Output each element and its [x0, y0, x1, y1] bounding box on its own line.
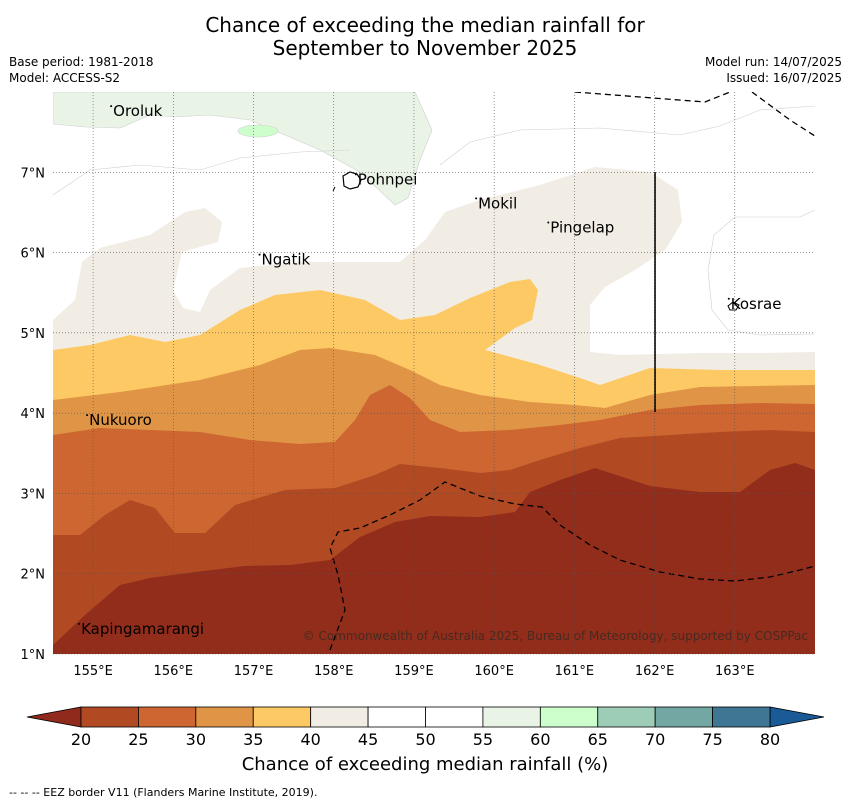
colorbar-tick-label: 55: [473, 730, 493, 749]
colorbar-tick-label: 25: [128, 730, 148, 749]
colorbar-tick-label: 20: [71, 730, 91, 749]
place-marker: [547, 221, 550, 224]
lon-tick-label: 157°E: [234, 664, 274, 679]
colorbar-extend-low: [26, 706, 82, 728]
colorbar-tick-label: 45: [358, 730, 378, 749]
axis-labels: 1°N 2°N 3°N 4°N 5°N 6°N 7°N 155°E 156°E 157°E 158°…: [21, 166, 755, 679]
fill-60-65: [237, 124, 279, 138]
colorbar-tick-label: 75: [702, 730, 722, 749]
colorbar-segment: [654, 706, 713, 728]
colorbar-tick-label: 35: [243, 730, 263, 749]
copyright-text: © Commonwealth of Australia 2025, Bureau…: [303, 629, 808, 643]
lat-tick-label: 1°N: [21, 648, 46, 663]
colorbar-segment: [310, 706, 369, 728]
colorbar-segment: [539, 706, 599, 728]
model-text: Model: ACCESS-S2: [9, 71, 121, 85]
base-period-text: Base period: 1981-2018: [9, 55, 154, 69]
place-marker: [475, 197, 478, 200]
lon-tick-label: 156°E: [154, 664, 194, 679]
colorbar-segment: [367, 706, 426, 728]
fill-55-60: [53, 92, 433, 206]
colorbar-tick-label: 60: [530, 730, 550, 749]
colorbar-segment: [712, 706, 771, 728]
meta-right: Model run: 14/07/2025 Issued: 16/07/2025: [705, 54, 842, 86]
title-line-2: September to November 2025: [272, 36, 578, 60]
place-label: Mokil: [478, 194, 517, 212]
lat-tick-label: 5°N: [21, 327, 46, 342]
colorbar-tick-label: 30: [186, 730, 206, 749]
lat-tick-label: 3°N: [21, 487, 46, 502]
lat-tick-label: 7°N: [21, 166, 46, 181]
model-run-text: Model run: 14/07/2025: [704, 55, 842, 69]
place-marker: [727, 297, 730, 300]
lat-tick-label: 2°N: [21, 568, 46, 583]
place-label: Nukuoro: [89, 411, 152, 429]
gridlines: [53, 92, 815, 655]
place-label: Pohnpei: [358, 170, 418, 188]
pohnpei-outline: [342, 171, 362, 190]
colorbar-segment: [482, 706, 541, 728]
lon-tick-label: 160°E: [474, 664, 514, 679]
place-label: Pingelap: [550, 219, 614, 237]
colorbar-tick-label: 50: [415, 730, 435, 749]
colorbar-segment: [252, 706, 312, 728]
title-line-1: Chance of exceeding the median rainfall …: [205, 13, 645, 37]
kosrae-outline: [727, 301, 740, 311]
lon-tick-label: 158°E: [314, 664, 354, 679]
place-marker: [258, 253, 261, 256]
meta-left: Base period: 1981-2018 Model: ACCESS-S2: [9, 54, 154, 86]
issued-text: Issued: 16/07/2025: [726, 71, 842, 85]
lat-tick-label: 6°N: [21, 247, 46, 262]
place-marker: [110, 105, 113, 108]
place-label: Kosrae: [731, 295, 782, 313]
place-marker: [78, 622, 81, 625]
place-marker: [86, 414, 89, 417]
colorbar-tick-label: 70: [645, 730, 665, 749]
lon-tick-label: 162°E: [635, 664, 675, 679]
lon-tick-label: 163°E: [715, 664, 755, 679]
lat-tick-label: 4°N: [21, 407, 46, 422]
lon-tick-label: 159°E: [394, 664, 434, 679]
colorbar-segment: [425, 706, 484, 728]
place-label: Kapingamarangi: [81, 620, 204, 638]
colorbar-extend-high: [769, 706, 825, 728]
lon-tick-label: 161°E: [555, 664, 595, 679]
eez-footnote: -- -- -- EEZ border V11 (Flanders Marine…: [9, 786, 318, 799]
lon-tick-label: 155°E: [73, 664, 113, 679]
chart-title: Chance of exceeding the median rainfall …: [0, 14, 850, 60]
place-label: Ngatik: [262, 251, 311, 269]
contour-fills: [53, 92, 815, 654]
colorbar-segment: [138, 706, 197, 728]
colorbar-segment: [597, 706, 656, 728]
fill-below-20: [53, 463, 815, 654]
colorbar: 20 25 30 35 40 45 50 55 60 65 70 75 80: [26, 706, 825, 749]
colorbar-segment: [195, 706, 254, 728]
colorbar-tick-label: 40: [300, 730, 320, 749]
colorbar-tick-label: 65: [588, 730, 608, 749]
place-label: Oroluk: [113, 102, 162, 120]
colorbar-tick-label: 80: [760, 730, 780, 749]
colorbar-segment: [80, 706, 139, 728]
colorbar-label: Chance of exceeding median rainfall (%): [241, 754, 609, 775]
place-labels: Oroluk Pohnpei Mokil Pingelap Ngatik Kosrae Nu…: [78, 102, 781, 638]
place-marker: [354, 173, 357, 176]
